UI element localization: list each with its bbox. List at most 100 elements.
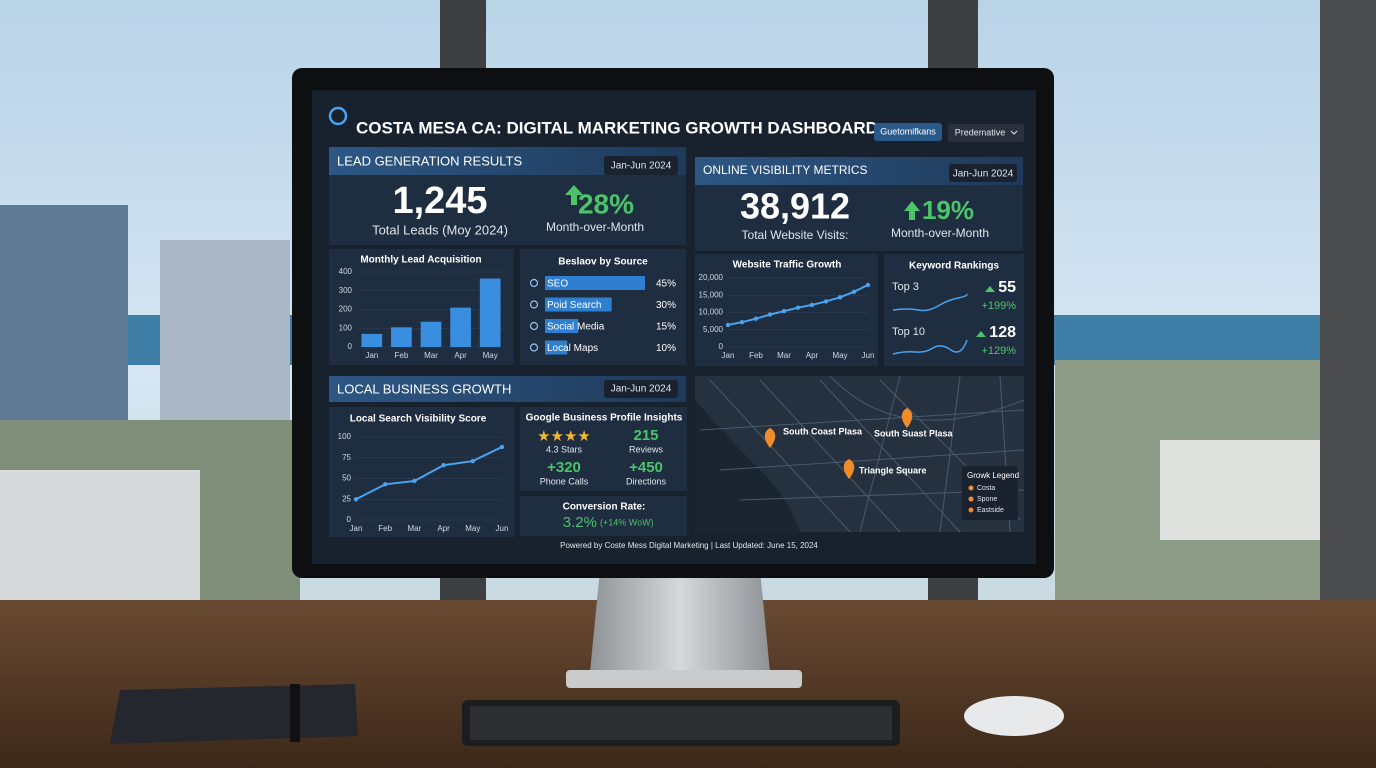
point: [851, 289, 857, 294]
y-tick-label: 100: [339, 323, 353, 332]
x-tick-label: May: [832, 351, 847, 360]
kpi-value: 38,912: [740, 186, 850, 227]
panel-title: LEAD GENERATION RESULTS: [337, 153, 522, 168]
header-dropdown-label[interactable]: Predemative: [955, 127, 1006, 137]
x-tick-label: May: [483, 351, 498, 360]
conversion-change: (+14% WoW): [600, 517, 654, 527]
source-icon: [529, 343, 539, 352]
period: Jan-Jun 2024: [953, 169, 1014, 180]
legend-marker: [968, 507, 974, 513]
point: [441, 463, 446, 468]
map-legend-item: Costa: [977, 485, 995, 492]
notebook: [110, 684, 358, 744]
calls: +320: [547, 459, 581, 476]
kpi-label: Total Website Visits:: [742, 228, 849, 242]
window-frame: [1320, 0, 1376, 620]
bar: [479, 278, 501, 347]
panel: [329, 407, 515, 537]
sparkline: [892, 293, 968, 312]
point: [353, 497, 359, 502]
x-tick-label: Apr: [437, 524, 450, 533]
ranking-label: Top 3: [892, 281, 919, 293]
x-tick-label: Jan: [722, 351, 735, 360]
category-label: Poid Search: [547, 300, 601, 311]
stars: ★★★★: [537, 428, 591, 445]
x-tick-label: Mar: [408, 524, 422, 533]
x-tick-label: Feb: [395, 351, 409, 360]
period-pill: [604, 156, 678, 175]
map-legend: [962, 466, 1018, 520]
kpi-change-label: Month-over-Month: [546, 220, 644, 234]
building: [0, 470, 200, 610]
x-tick-label: Feb: [378, 524, 392, 533]
building: [0, 205, 128, 435]
x-tick-label: Jun: [862, 351, 875, 360]
reviews: 215: [633, 427, 658, 444]
chart-title: Beslaov by Source: [558, 257, 648, 268]
ranking-value: 55: [998, 279, 1016, 296]
source-icon: [529, 278, 539, 288]
panel: [520, 407, 687, 491]
kpi-change: 28%: [578, 188, 634, 219]
x-tick-label: Jun: [496, 524, 509, 533]
chart-title: Monthly Lead Acquisition: [360, 255, 481, 266]
y-tick-label: 0: [719, 342, 724, 351]
panel-title: ONLINE VISIBILITY METRICS: [703, 163, 867, 177]
header-dropdown[interactable]: [948, 124, 1024, 142]
map-place: South Suast Plasa: [874, 428, 954, 438]
chart-title: Website Traffic Growth: [733, 260, 842, 271]
bar: [545, 276, 645, 290]
panel-title: Keyword Rankings: [909, 261, 999, 272]
category-label: Local Maps: [547, 343, 598, 354]
x-tick-label: Feb: [749, 351, 763, 360]
monitor-stand: [590, 570, 770, 672]
bar: [545, 319, 579, 333]
x-tick-label: Jan: [350, 524, 363, 533]
x-tick-label: Apr: [806, 351, 819, 360]
value-label: 45%: [656, 279, 676, 290]
value-label: 10%: [656, 343, 676, 354]
point: [412, 478, 417, 484]
point: [865, 282, 871, 288]
x-tick-label: Jan: [365, 351, 378, 360]
y-tick-label: 200: [339, 305, 353, 314]
bar: [391, 327, 412, 347]
directions: +450: [629, 459, 663, 476]
y-tick-label: 15,000: [699, 290, 724, 299]
period-pill: [604, 380, 678, 398]
point: [837, 295, 843, 300]
bar: [545, 340, 568, 355]
panel-title: LOCAL BUSINESS GROWTH: [337, 381, 511, 396]
chart-title: Local Search Visibility Score: [350, 414, 487, 425]
y-tick-label: 10,000: [699, 308, 724, 317]
y-tick-label: 75: [342, 453, 351, 462]
category-label: Social Media: [547, 322, 605, 333]
ranking-change: +129%: [981, 345, 1016, 357]
bar: [450, 307, 471, 347]
x-tick-label: Mar: [777, 351, 791, 360]
map-pin: [764, 428, 776, 448]
point: [781, 308, 787, 314]
header-button-label[interactable]: Guetomifkans: [880, 126, 936, 136]
point: [725, 322, 731, 328]
panel-title: Conversion Rate:: [563, 502, 646, 513]
bar: [420, 321, 442, 347]
map-legend-item: Spone: [977, 496, 997, 503]
map-pin: [901, 408, 913, 428]
header-button[interactable]: [874, 123, 942, 141]
point: [383, 482, 388, 487]
period: Jan-Jun 2024: [611, 161, 672, 172]
legend-marker: [968, 485, 974, 491]
conversion-value: 3.2%: [563, 514, 597, 531]
sparkline: [892, 339, 968, 355]
panel: [520, 496, 687, 536]
kpi-value: 1,245: [392, 180, 487, 222]
up-arrow: [904, 201, 920, 220]
bar: [545, 297, 612, 312]
kpi-label: Total Leads (Moy 2024): [372, 222, 508, 237]
y-tick-label: 5,000: [703, 325, 724, 334]
y-tick-label: 50: [342, 474, 351, 483]
value-label: 30%: [656, 300, 676, 311]
source-icon: [529, 300, 539, 309]
